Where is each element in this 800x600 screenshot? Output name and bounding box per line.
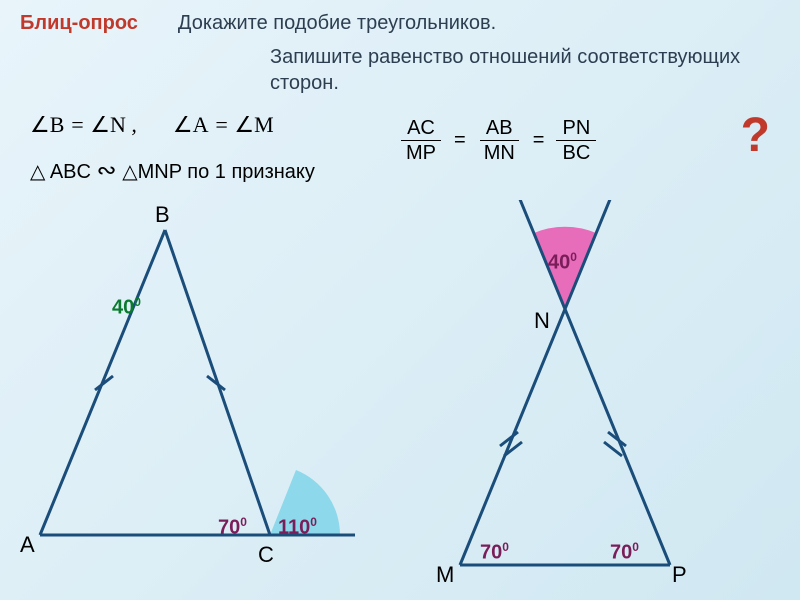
r1-den: MP	[400, 141, 442, 165]
angle-ext-val: 110	[278, 517, 310, 539]
criterion-text: по 1 признаку	[187, 161, 315, 183]
angle-ext-label: 1100	[278, 515, 317, 540]
angle-c-val: 70	[218, 517, 240, 539]
label-a: A	[20, 532, 35, 558]
question-mark: ?	[741, 108, 770, 163]
ratio-1: AC MP	[400, 116, 442, 165]
label-m: M	[436, 562, 454, 588]
angle-p-label: 700	[610, 540, 639, 565]
r3-den: BC	[556, 141, 596, 165]
label-p: P	[672, 562, 687, 588]
angle-b-label: 400	[112, 295, 141, 320]
label-c: C	[258, 542, 274, 568]
eq2-rhs: ∠M	[234, 112, 273, 137]
angle-c-label: 700	[218, 515, 247, 540]
r2-den: MN	[478, 141, 521, 165]
criterion-line: △ ABC ∾ △MNP по 1 признаку	[30, 156, 315, 185]
ratio-2: AB MN	[478, 116, 521, 165]
blitz-title: Блиц-опрос	[20, 12, 138, 35]
eq2-lhs: ∠A	[173, 112, 209, 137]
angle-formulas: ∠B = ∠N , ∠A = ∠M	[30, 112, 274, 138]
ratio-3: PN BC	[556, 116, 596, 165]
eq1-rhs: ∠N	[90, 112, 126, 137]
diagram-area: A B C 400 700 1100 M N P 400 700 700	[0, 200, 800, 600]
angle-m-val: 70	[480, 542, 502, 564]
subheader-text: Запишите равенство отношений соответству…	[270, 44, 800, 96]
prove-text: Докажите подобие треугольников.	[178, 12, 496, 35]
tri2: MNP	[138, 161, 182, 183]
angle-b-val: 40	[112, 297, 134, 319]
r3-num: PN	[556, 116, 596, 141]
triangles-svg	[0, 200, 800, 600]
label-b: B	[155, 202, 170, 228]
r2-num: AB	[480, 116, 519, 141]
r1-num: AC	[401, 116, 441, 141]
angle-top-val: 40	[548, 252, 570, 274]
eq1-lhs: ∠B	[30, 112, 64, 137]
label-n: N	[534, 308, 550, 334]
angle-top-label: 400	[548, 250, 577, 275]
angle-p-val: 70	[610, 542, 632, 564]
tri1: ABC	[50, 161, 91, 183]
angle-m-label: 700	[480, 540, 509, 565]
ratio-equations: AC MP = AB MN = PN BC	[400, 116, 596, 165]
